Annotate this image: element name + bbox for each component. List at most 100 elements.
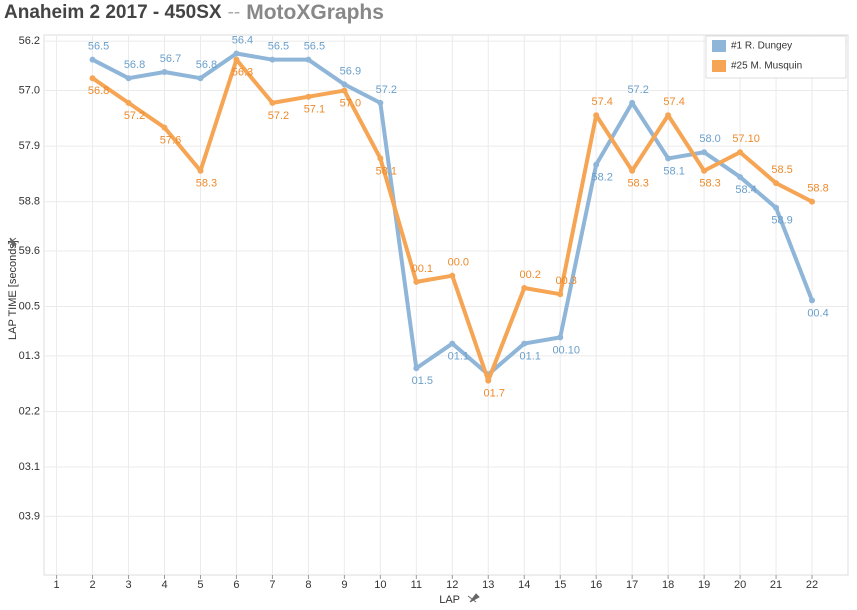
legend-swatch [712,40,726,52]
point [557,334,564,341]
x-tick-label: 6 [233,579,239,591]
x-tick-label: 16 [590,579,602,591]
data-label: 58.5 [771,164,792,176]
y-tick-label: 57.0 [19,84,40,96]
point [89,56,96,63]
data-label: 01.1 [448,350,469,362]
point [233,56,240,63]
data-label: 00.10 [552,344,580,356]
x-tick-label: 11 [411,579,422,591]
y-tick-label: 03.9 [19,510,40,522]
point [305,56,312,63]
x-tick-label: 4 [161,579,167,591]
x-tick-label: 19 [698,579,710,591]
x-tick-label: 5 [197,579,203,591]
point [521,340,528,347]
point [701,149,708,156]
data-label: 58.9 [771,215,792,227]
point [89,75,96,82]
data-label: 57.1 [304,104,325,116]
data-label: 00.0 [448,257,469,269]
data-label: 58.0 [699,133,720,145]
x-tick-label: 14 [518,579,530,591]
point [233,50,240,57]
point [341,87,348,94]
y-tick-label: 57.9 [19,140,40,152]
data-label: 57.2 [268,110,289,122]
point [593,161,600,168]
y-tick-label: 00.5 [19,300,40,312]
x-axis-label: LAP [439,594,460,606]
point [341,81,348,88]
data-label: 58.1 [376,165,397,177]
data-label: 57.2 [124,110,145,122]
pin-icon [7,237,17,248]
point [449,272,456,279]
point [125,99,132,106]
point [125,75,132,82]
x-tick-label: 9 [341,579,347,591]
data-label: 00.4 [807,307,828,319]
data-label: 56.3 [232,67,253,79]
data-label: 00.1 [412,263,433,275]
x-tick-label: 13 [482,579,494,591]
data-label: 56.8 [124,59,145,71]
data-label: 56.8 [88,85,109,97]
y-tick-label: 58.8 [19,196,40,208]
point [737,149,744,156]
data-label: 56.5 [304,41,325,53]
data-label: 57.0 [340,97,361,109]
data-label: 57.2 [376,84,397,96]
chart-title-line: Anaheim 2 2017 - 450SX -- MotoXGraphs [4,1,384,24]
y-tick-label: 59.6 [19,245,40,257]
data-label: 57.4 [591,96,612,108]
y-tick-label: 01.3 [19,350,40,362]
data-label: 58.1 [663,165,684,177]
point [809,297,816,304]
data-label: 56.7 [160,53,181,65]
plot-frame [43,34,849,576]
data-label: 58.8 [807,183,828,195]
data-label: 00.2 [520,269,541,281]
data-label: 01.1 [520,350,541,362]
y-tick-label: 56.2 [19,35,40,47]
data-label: 57.6 [160,134,181,146]
point [269,99,276,106]
x-tick-label: 22 [806,579,818,591]
data-label: 58.3 [196,178,217,190]
legend-swatch [712,60,726,72]
point [449,340,456,347]
point [377,99,384,106]
x-tick-label: 21 [770,579,782,591]
data-label: 01.5 [412,375,433,387]
data-label: 57.4 [663,96,684,108]
point [521,285,528,292]
data-label: 58.4 [735,184,756,196]
point [557,291,564,298]
point [305,93,312,100]
point [629,99,636,106]
x-tick-label: 7 [269,579,275,591]
point [161,124,168,131]
point [593,112,600,119]
x-tick-label: 12 [446,579,458,591]
x-tick-label: 18 [662,579,674,591]
point [269,56,276,63]
x-tick-label: 17 [626,579,638,591]
data-label: 58.3 [627,178,648,190]
chart-title: Anaheim 2 2017 - 450SX [4,2,222,23]
title-separator: -- [228,2,241,23]
point [485,377,492,384]
point [413,278,420,285]
x-tick-label: 1 [54,579,60,591]
point [773,180,780,187]
x-tick-label: 20 [734,579,746,591]
x-tick-label: 10 [374,579,386,591]
x-tick-label: 2 [90,579,96,591]
pin-icon [467,593,480,603]
legend [705,35,847,79]
point [629,167,636,174]
point [413,365,420,372]
data-label: 56.8 [196,59,217,71]
